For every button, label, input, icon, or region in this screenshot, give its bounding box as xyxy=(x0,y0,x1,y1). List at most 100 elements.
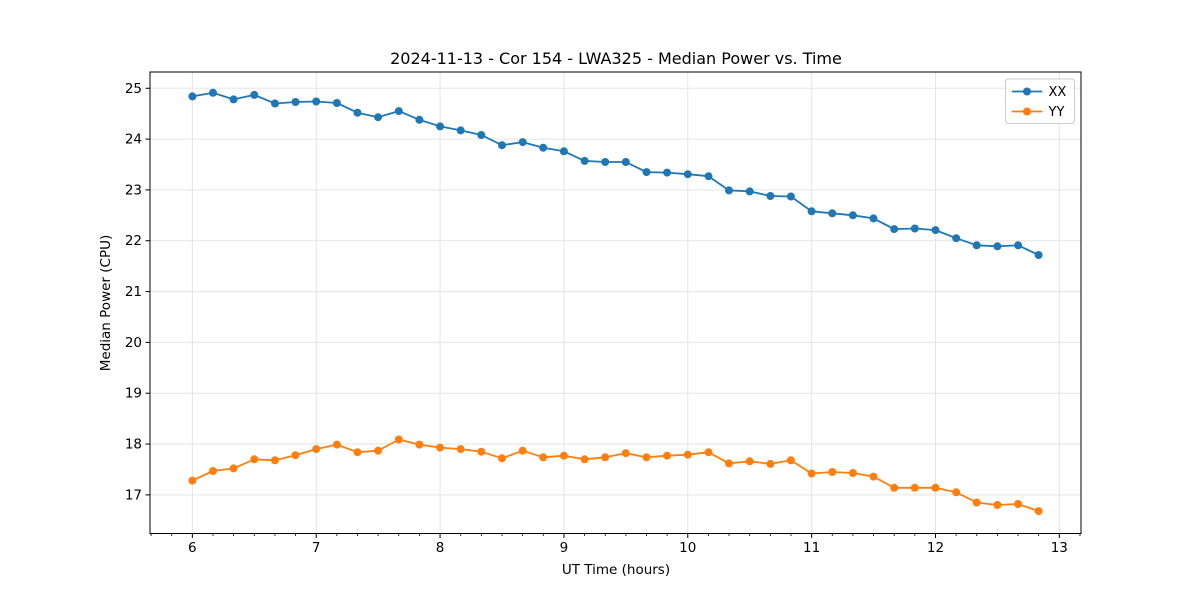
x-axis-label: UT Time (hours) xyxy=(562,562,670,578)
data-point xyxy=(229,95,238,104)
data-point xyxy=(848,469,857,477)
data-point xyxy=(807,469,816,478)
chart-title: 2024-11-13 - Cor 154 - LWA325 - Median P… xyxy=(390,49,842,68)
y-axis-label: Median Power (CPU) xyxy=(98,235,114,371)
gridlines xyxy=(150,72,1081,534)
data-point xyxy=(807,207,816,216)
data-point xyxy=(1034,251,1043,259)
data-point xyxy=(890,225,899,234)
data-point xyxy=(271,456,279,465)
data-point xyxy=(291,98,300,106)
data-point xyxy=(188,92,197,101)
data-point xyxy=(539,453,548,462)
data-point xyxy=(663,451,672,460)
data-point xyxy=(745,187,754,196)
data-point xyxy=(518,138,527,147)
y-tick-label: 17 xyxy=(125,487,142,503)
data-point xyxy=(353,448,362,457)
x-tick-label: 9 xyxy=(560,540,569,556)
data-point xyxy=(312,97,321,106)
data-point xyxy=(374,113,383,122)
legend-marker xyxy=(1023,87,1031,96)
data-point xyxy=(250,455,259,464)
data-point xyxy=(229,464,238,473)
data-point xyxy=(580,156,589,165)
data-point xyxy=(663,168,672,177)
axes-box xyxy=(149,71,1082,534)
data-point xyxy=(332,99,341,107)
y-tick-label: 23 xyxy=(125,182,142,198)
data-point xyxy=(848,211,857,220)
data-point xyxy=(580,455,589,464)
data-point xyxy=(952,234,961,243)
data-point xyxy=(1034,507,1043,516)
data-point xyxy=(725,459,733,468)
x-tick-label: 11 xyxy=(803,540,820,556)
data-point xyxy=(890,483,899,492)
data-point xyxy=(869,472,878,481)
data-point xyxy=(725,186,733,195)
y-tick-label: 25 xyxy=(125,81,142,97)
legend-item-XX: XX xyxy=(1011,85,1067,100)
data-point xyxy=(972,241,981,250)
legend: XX YY xyxy=(1005,78,1075,124)
x-tick-label: 10 xyxy=(679,540,696,556)
legend-label: XX xyxy=(1049,85,1067,100)
data-point xyxy=(642,453,651,462)
data-point xyxy=(931,483,940,492)
data-point xyxy=(704,172,713,181)
data-point xyxy=(1014,500,1023,508)
data-point xyxy=(374,446,383,455)
data-point xyxy=(786,192,795,201)
data-point xyxy=(972,498,981,507)
data-point xyxy=(415,115,424,124)
data-point xyxy=(456,445,465,454)
plot-area: 6 7 8 9 10 11 12 13 17 18 19 20 21 22 23 24 25 XX YY xyxy=(125,71,1082,556)
data-point xyxy=(518,446,527,455)
legend-label: YY xyxy=(1048,105,1065,120)
data-point xyxy=(312,445,321,454)
data-point xyxy=(394,435,403,444)
y-tick-label: 24 xyxy=(125,132,142,148)
x-tick-label: 7 xyxy=(312,540,321,556)
data-point xyxy=(931,226,940,235)
data-point xyxy=(601,453,610,462)
y-tick-label: 18 xyxy=(125,437,142,453)
series-XX xyxy=(188,88,1043,259)
data-point xyxy=(869,214,878,223)
data-point xyxy=(828,468,837,476)
data-point xyxy=(477,131,486,139)
data-point xyxy=(539,143,548,152)
data-point xyxy=(952,488,961,497)
y-tick-label: 20 xyxy=(125,335,142,351)
data-point xyxy=(436,122,445,131)
data-point xyxy=(271,99,279,108)
y-tick-label: 22 xyxy=(125,233,142,249)
y-tick-label: 19 xyxy=(125,386,142,402)
x-tick-label: 12 xyxy=(927,540,944,556)
data-point xyxy=(745,457,754,466)
x-axis-ticks: 6 7 8 9 10 11 12 13 xyxy=(188,533,1068,556)
data-point xyxy=(910,224,919,233)
legend-marker xyxy=(1023,107,1031,116)
data-point xyxy=(498,141,506,150)
data-point xyxy=(601,158,610,166)
data-point xyxy=(766,192,775,200)
data-point xyxy=(786,456,795,465)
y-tick-label: 21 xyxy=(125,284,142,300)
data-point xyxy=(766,459,775,468)
data-point xyxy=(828,209,837,218)
data-point xyxy=(910,483,919,492)
data-point xyxy=(1014,241,1023,250)
x-tick-label: 8 xyxy=(436,540,445,556)
data-point xyxy=(291,451,300,460)
y-axis-ticks: 17 18 19 20 21 22 23 24 25 xyxy=(125,81,150,503)
data-point xyxy=(498,454,506,463)
data-point xyxy=(621,158,630,166)
data-point xyxy=(436,443,445,452)
data-point xyxy=(683,170,692,179)
data-point xyxy=(456,126,465,135)
x-tick-label: 6 xyxy=(188,540,197,556)
data-point xyxy=(188,476,197,485)
